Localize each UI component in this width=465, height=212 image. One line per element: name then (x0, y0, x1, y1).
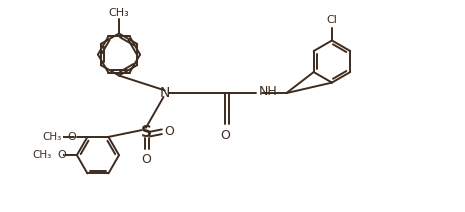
Text: O: O (141, 153, 151, 166)
Text: Cl: Cl (326, 15, 338, 25)
Text: CH₃: CH₃ (42, 132, 62, 142)
Text: NH: NH (259, 85, 278, 98)
Text: O: O (220, 129, 231, 142)
Text: O: O (57, 150, 66, 160)
Text: CH₃: CH₃ (32, 150, 51, 160)
Text: S: S (140, 126, 152, 140)
Text: N: N (159, 86, 170, 100)
Text: O: O (67, 132, 76, 142)
Text: O: O (165, 124, 174, 138)
Text: CH₃: CH₃ (109, 8, 129, 18)
